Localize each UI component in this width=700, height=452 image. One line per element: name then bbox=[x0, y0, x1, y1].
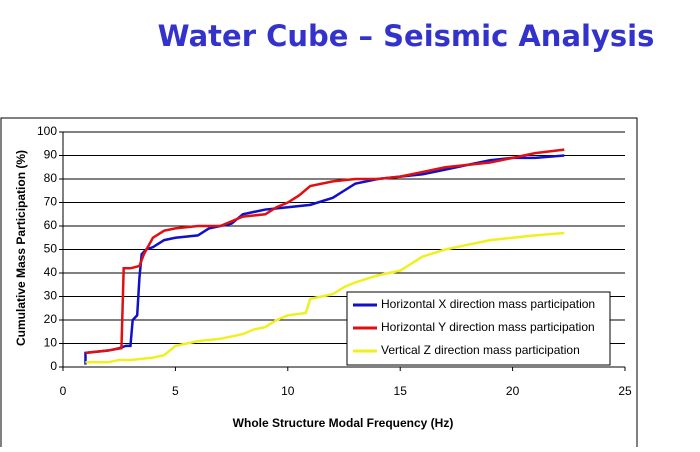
y-tick-label: 40 bbox=[44, 265, 58, 279]
chart-frame bbox=[0, 117, 638, 452]
x-axis-label: Whole Structure Modal Frequency (Hz) bbox=[233, 416, 454, 430]
y-tick-label: 100 bbox=[37, 124, 57, 138]
x-tick-label: 15 bbox=[394, 384, 408, 398]
x-tick-label: 20 bbox=[506, 384, 520, 398]
x-tick-label: 25 bbox=[618, 384, 632, 398]
legend-label: Horizontal Y direction mass participatio… bbox=[381, 320, 595, 334]
y-tick-label: 60 bbox=[44, 218, 58, 232]
y-tick-label: 70 bbox=[44, 195, 58, 209]
y-tick-label: 0 bbox=[50, 359, 57, 373]
x-tick-label: 10 bbox=[281, 384, 295, 398]
legend-label: Vertical Z direction mass participation bbox=[381, 343, 580, 357]
y-tick-label: 10 bbox=[44, 336, 58, 350]
series-line bbox=[85, 148, 565, 355]
series-line bbox=[84, 154, 565, 365]
y-tick-label: 20 bbox=[44, 312, 58, 326]
y-tick-label: 50 bbox=[44, 242, 58, 256]
legend-label: Horizontal X direction mass participatio… bbox=[381, 297, 595, 311]
legend-box bbox=[346, 291, 611, 366]
y-tick-label: 90 bbox=[44, 148, 58, 162]
y-tick-label: 80 bbox=[44, 171, 58, 185]
x-tick-label: 5 bbox=[172, 384, 179, 398]
y-tick-label: 30 bbox=[44, 289, 58, 303]
x-tick-label: 0 bbox=[60, 384, 67, 398]
chart-title: Water Cube – Seismic Analysis bbox=[158, 19, 655, 53]
y-axis-label: Cumulative Mass Participation (%) bbox=[14, 150, 28, 346]
series-line bbox=[85, 231, 565, 364]
